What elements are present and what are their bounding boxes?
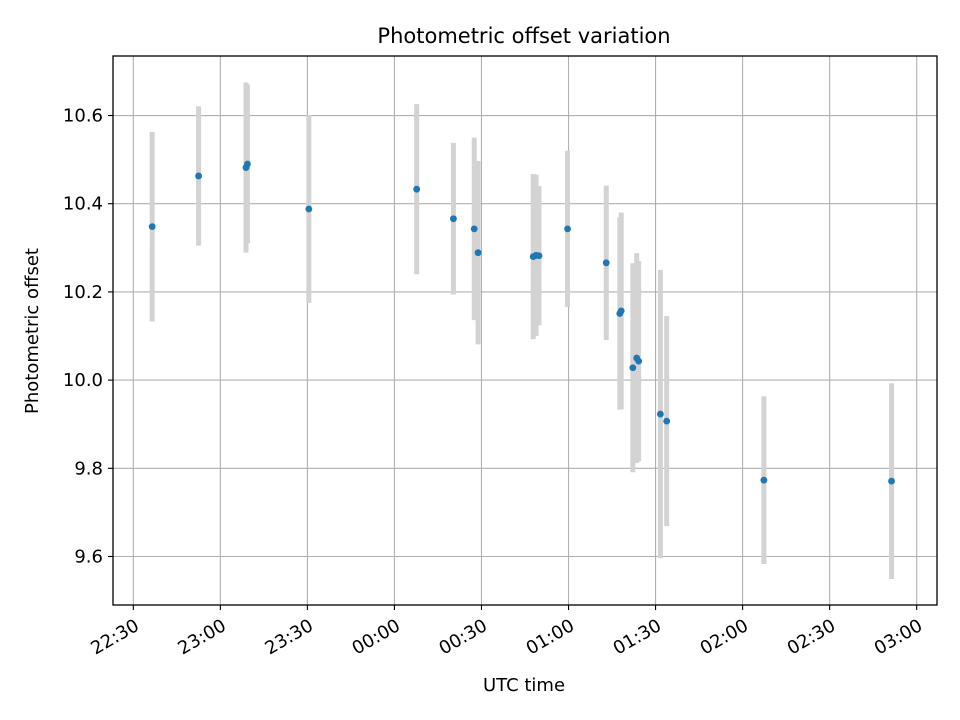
data-point xyxy=(602,259,610,267)
y-axis-label: Photometric offset xyxy=(22,248,43,414)
plot-frame xyxy=(112,55,938,606)
data-points xyxy=(148,160,895,485)
data-point xyxy=(470,225,478,233)
data-point xyxy=(244,160,251,168)
data-point xyxy=(888,477,895,485)
data-point xyxy=(148,223,156,231)
chart-title: Photometric offset variation xyxy=(377,24,670,48)
y-tick-label: 9.6 xyxy=(74,546,103,567)
data-point xyxy=(450,215,457,223)
data-point xyxy=(535,252,543,260)
y-tick-label: 10.2 xyxy=(63,282,103,303)
data-point xyxy=(629,364,637,372)
data-point xyxy=(564,225,571,233)
y-tick-label: 10.4 xyxy=(63,194,103,215)
grid xyxy=(113,56,937,605)
y-tick-label: 10.0 xyxy=(63,370,103,391)
data-point xyxy=(617,307,625,315)
data-point xyxy=(635,357,643,365)
data-point xyxy=(656,410,664,418)
y-tick-label: 9.8 xyxy=(74,458,103,479)
data-point xyxy=(195,172,202,180)
data-point xyxy=(663,417,671,425)
data-point xyxy=(305,205,313,213)
y-axis-ticks: 9.6 9.8 10.0 10.2 10.4 10.6 xyxy=(63,106,113,567)
y-tick-label: 10.6 xyxy=(63,106,103,127)
data-point xyxy=(760,476,768,484)
data-point xyxy=(474,249,482,257)
data-point xyxy=(413,185,421,193)
x-axis-label: UTC time xyxy=(483,675,565,696)
